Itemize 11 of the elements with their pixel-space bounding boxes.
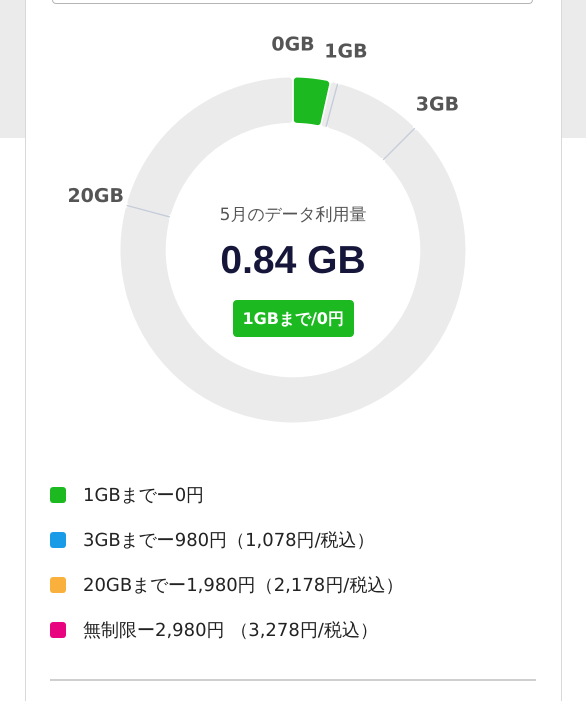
legend-label: 無制限ー2,980円 （3,278円/税込） [83,618,378,642]
legend-label: 1GBまでー0円 [83,484,204,506]
legend-label: 20GBまでー1,980円（2,178円/税込） [83,574,404,596]
slice-label: 20GB [67,185,124,208]
slice-label: 3GB [416,94,460,116]
text: 5月のデータ利用量 [220,205,366,225]
slice-label: 0GB [271,34,315,56]
legend-label: 3GBまでー980円（1,078円/税込） [83,528,375,552]
text: 1GBまで/0円 [232,300,354,337]
slice-label: 1GB [324,40,368,63]
text: 0.84 GB [219,239,367,283]
